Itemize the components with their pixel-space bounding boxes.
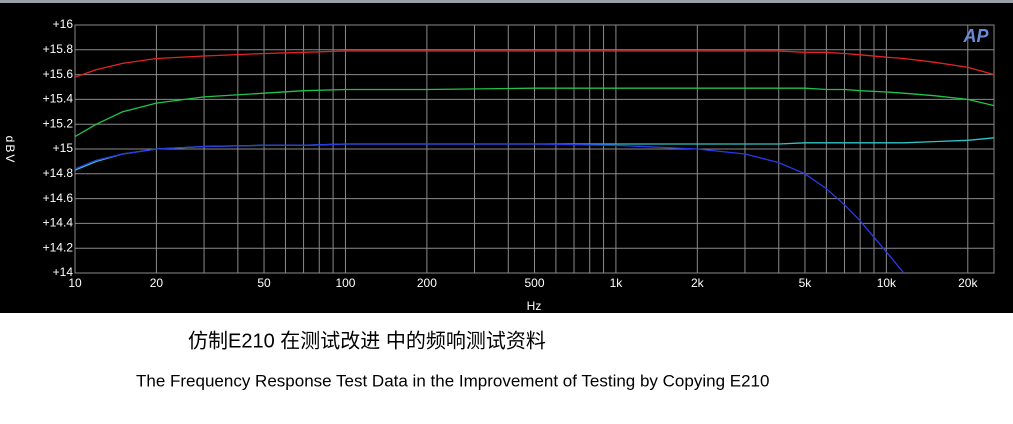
series-line — [74, 143, 905, 274]
y-tick-label: +14 — [53, 265, 74, 279]
x-tick-label: 10k — [877, 276, 897, 290]
series-line — [74, 50, 995, 78]
x-tick-label: 5k — [799, 276, 813, 290]
x-tick-label: 10 — [68, 276, 82, 290]
x-tick-label: 1k — [610, 276, 624, 290]
x-tick-label: 2k — [691, 276, 705, 290]
y-tick-label: +14.8 — [43, 166, 74, 180]
x-axis-label: Hz — [527, 299, 542, 313]
chart-title: 仿制E210 在测试改进 中的频响测试资料 — [188, 329, 546, 352]
y-tick-label: +15.8 — [43, 42, 74, 56]
x-tick-label: 50 — [257, 276, 271, 290]
plot-background — [0, 0, 1013, 313]
y-tick-label: +14.6 — [43, 191, 74, 205]
y-tick-label: +14.4 — [43, 216, 74, 230]
y-tick-label: +15.4 — [43, 92, 74, 106]
y-tick-label: +15 — [53, 141, 74, 155]
chart-subtitle: The Frequency Response Test Data in the … — [136, 371, 769, 390]
x-tick-label: 200 — [417, 276, 437, 290]
logo: AP — [962, 26, 989, 46]
series-line — [74, 87, 995, 138]
x-tick-label: 500 — [524, 276, 544, 290]
y-tick-label: +15.2 — [43, 116, 74, 130]
y-tick-label: +14.2 — [43, 240, 74, 254]
plot-frame — [74, 24, 995, 274]
x-tick-label: 20k — [958, 276, 978, 290]
y-tick-label: +16 — [53, 17, 74, 31]
y-tick-label: +15.6 — [43, 67, 74, 81]
x-tick-label: 100 — [335, 276, 355, 290]
window-edge — [0, 0, 1013, 3]
y-axis-label: dBV — [3, 136, 17, 165]
x-tick-label: 20 — [150, 276, 164, 290]
